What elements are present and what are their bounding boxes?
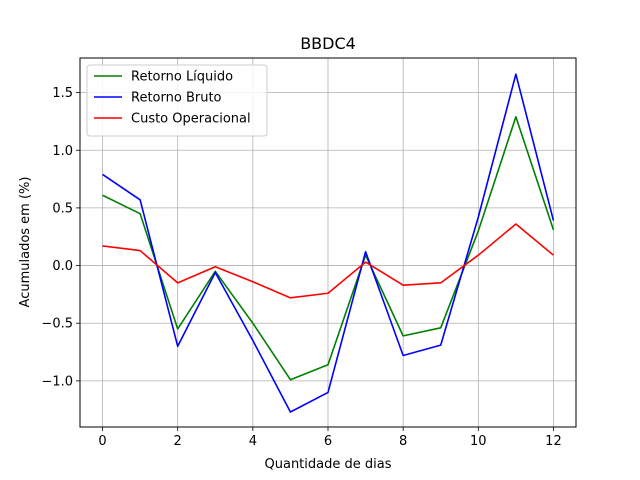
x-tick-label: 10 [470, 434, 487, 449]
x-tick-label: 2 [174, 434, 182, 449]
x-tick-label: 0 [98, 434, 106, 449]
x-tick-label: 4 [249, 434, 257, 449]
y-tick-label: −0.5 [41, 317, 73, 332]
y-tick-label: 1.0 [52, 144, 73, 159]
x-axis-label: Quantidade de dias [265, 457, 392, 472]
legend-label-1: Retorno Bruto [131, 91, 222, 106]
x-tick-label: 6 [324, 434, 332, 449]
ticks: 0 2 4 6 8 10 12 −1.0 −0.5 0.0 0.5 1.0 1.5 [41, 86, 561, 449]
y-tick-label: 1.5 [52, 86, 73, 101]
x-tick-label: 12 [545, 434, 562, 449]
y-tick-label: 0.0 [52, 259, 73, 274]
y-tick-label: −1.0 [41, 374, 73, 389]
series-line-2 [102, 223, 554, 299]
legend: Retorno Líquido Retorno Bruto Custo Operac… [86, 64, 268, 137]
legend-box [86, 64, 268, 137]
x-tick-label: 8 [399, 434, 407, 449]
legend-label-2: Custo Operacional [131, 112, 251, 127]
series-line-0 [102, 116, 555, 381]
chart-title: BBDC4 [300, 34, 356, 53]
series-line-1 [102, 73, 555, 413]
series-layer [102, 73, 555, 413]
y-axis-label: Acumulados em (%) [18, 177, 33, 308]
legend-label-0: Retorno Líquido [131, 70, 233, 85]
y-tick-label: 0.5 [52, 201, 73, 216]
